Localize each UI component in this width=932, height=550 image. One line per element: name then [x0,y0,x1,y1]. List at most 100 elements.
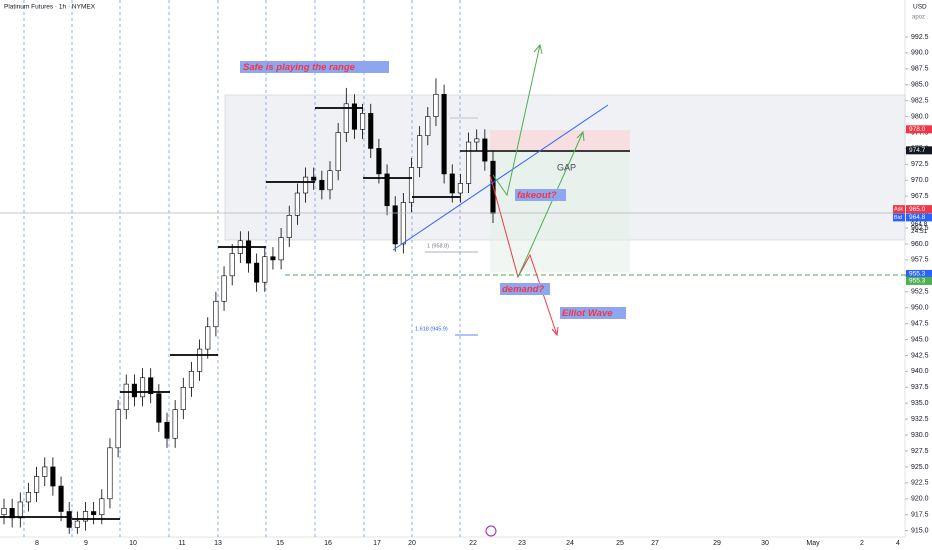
candle-body [343,103,349,133]
y-tick-label: 940.0 [911,368,929,375]
y-tick-label: 927.5 [911,448,929,455]
last-price-label: 964.8 [911,221,928,228]
candle-body [262,256,268,283]
y-tick-label: 985.0 [911,82,929,89]
gap-label: GAP [557,162,576,172]
candle-body [441,93,447,175]
arrow-head [533,43,543,55]
candle-body [156,393,162,423]
price-tag [906,205,932,214]
candle-body [50,466,56,487]
arrow-path [492,44,541,197]
y-tick-label: 987.5 [911,66,929,73]
arrow-head [551,326,559,337]
candle-body [425,116,431,136]
price-tag-label: 965.0 [909,206,926,213]
stop-zone [490,130,630,151]
y-tick-label: 942.5 [911,352,929,359]
chart-title: Platinum Futures · 1h · NYMEX [4,4,96,11]
candle-body [319,179,325,191]
candle-body [368,113,374,149]
annotation-box [240,61,389,73]
candle-body [327,170,333,191]
fib-label: 1.618 (945.9) [415,326,448,332]
countdown: 24:51 [911,228,928,235]
y-tick-label: 937.5 [911,384,929,391]
candle-body [351,103,358,130]
x-tick-label: 22 [469,540,477,547]
price-tag-label: 978.0 [909,126,926,133]
currency: USD [913,4,927,11]
candle-body [197,348,203,372]
candle-body [376,148,382,175]
annotation: Elliot Wave [562,308,613,319]
y-tick-label: 980.0 [911,113,929,120]
x-tick-label: 10 [129,540,137,547]
price-tag-label: 955.3 [909,271,926,278]
fib-label: 1 (958.8) [427,243,449,249]
annotation: fakeout? [517,190,557,201]
x-tick-label: 30 [761,540,769,547]
y-tick-label: 992.5 [911,34,929,41]
candle-body [457,183,463,194]
candle-body [188,371,194,388]
candle-body [311,176,317,181]
x-tick-label: 11 [178,540,185,547]
candle-body [148,377,154,394]
x-tick-label: 20 [408,540,416,547]
candle-body [34,476,40,493]
price-tag [906,146,932,155]
y-tick-label: 922.5 [911,480,929,487]
x-tick-label: 29 [713,540,721,547]
candle-body [433,93,439,117]
x-tick-label: 27 [651,540,659,547]
candle-body [335,132,341,172]
candle-body [74,520,80,528]
x-tick-label: 25 [616,540,624,547]
y-tick-label: 972.5 [911,161,929,168]
candle-body [302,176,309,194]
candle-body [140,377,146,398]
candle-body [221,275,227,302]
y-tick-label: 950.0 [911,305,929,312]
side-tag [893,205,905,214]
y-tick-label: 957.5 [911,257,929,264]
annotation-box [500,283,550,295]
candle-body [270,256,276,261]
x-tick-label: 4 [896,540,900,547]
annotation-box [515,189,566,201]
candle-body [164,422,170,439]
candle-body [66,511,72,528]
price-tag-label: 964.8 [909,214,926,221]
y-tick-label: 962.5 [911,225,929,232]
x-tick-label: 24 [566,540,574,547]
candle-body [82,511,89,522]
x-tick-label: 13 [214,540,222,547]
candle-body [294,192,300,216]
candle-body [205,326,211,350]
event-icon[interactable] [485,525,497,537]
x-tick-label: 9 [84,540,88,547]
x-tick-label: 8 [35,540,39,547]
candle-body [384,173,390,207]
y-tick-label: 925.0 [911,464,929,471]
candle-body [474,138,480,143]
x-tick-label: 16 [324,540,332,547]
price-tag [906,276,932,285]
y-tick-label: 970.0 [911,177,929,184]
candle-body [278,237,284,261]
arrow-head [576,130,585,142]
y-tick-label: 915.0 [911,527,929,534]
x-tick-label: 2 [860,540,864,547]
y-tick-label: 917.5 [911,512,929,519]
candle-body [107,447,113,500]
price-tag [906,213,932,222]
y-tick-label: 967.5 [911,193,929,200]
x-tick-label: 15 [276,540,284,547]
candle-body [131,383,137,398]
candle-body [180,387,186,410]
candle-body [115,409,121,449]
side-tag [893,213,905,222]
annotation-box [560,307,626,319]
